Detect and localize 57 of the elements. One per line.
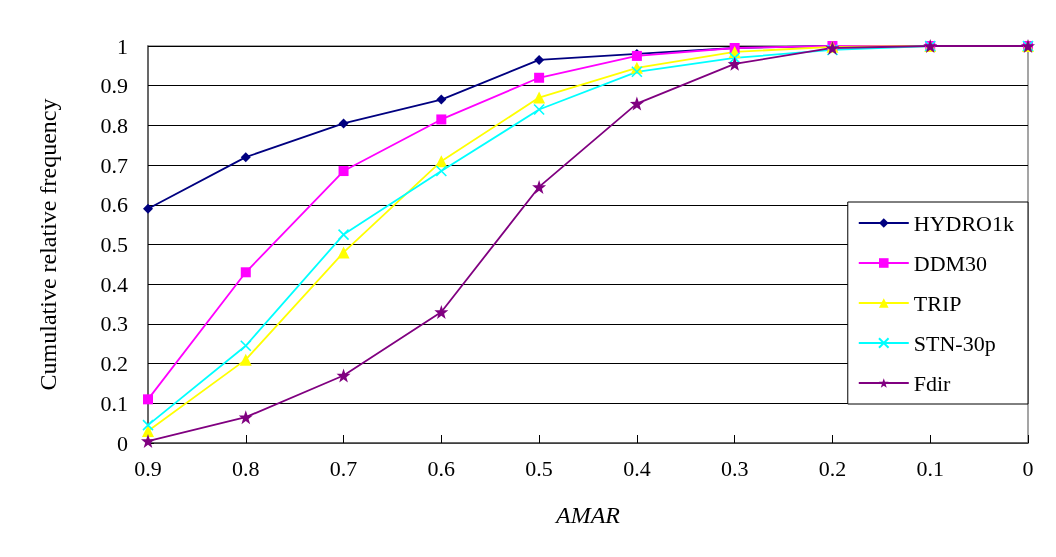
y-tick-label: 0 (117, 430, 128, 456)
point (239, 339, 252, 352)
point (629, 96, 644, 111)
point (141, 434, 155, 449)
point (142, 419, 154, 431)
y-tick-label: 0.3 (100, 311, 128, 337)
legend-label: TRIP (913, 290, 962, 316)
point (337, 228, 350, 241)
point (631, 66, 643, 78)
point (533, 91, 546, 104)
point (533, 103, 545, 116)
legend-label: HYDRO1k (913, 210, 1015, 236)
x-tick-label: 0.4 (623, 455, 651, 481)
point (336, 368, 351, 383)
y-tick-label: 0.2 (100, 351, 128, 377)
point (240, 267, 251, 278)
point (532, 179, 547, 194)
point (728, 52, 741, 64)
legend-label: Fdir (913, 370, 952, 396)
y-tick-label: 0.1 (100, 390, 128, 416)
point (727, 56, 742, 71)
x-tick-label: 0.3 (720, 455, 749, 481)
y-tick-label: 0.7 (100, 152, 128, 178)
x-tick-label: 0.2 (818, 455, 847, 481)
point (143, 394, 153, 405)
point (436, 114, 447, 125)
point (142, 425, 154, 438)
x-tick-label: 0.1 (916, 455, 944, 481)
point (435, 155, 448, 168)
y-tick-label: 0.4 (100, 271, 128, 297)
y-tick-label: 0.5 (100, 232, 128, 257)
y-tick-label: 0.6 (100, 192, 128, 218)
x-tick-label: 0.8 (232, 455, 260, 481)
point (338, 166, 349, 177)
point (534, 72, 545, 83)
point (534, 54, 545, 65)
legend-label: DDM30 (913, 250, 988, 276)
point (434, 304, 449, 319)
point (338, 118, 349, 129)
x-tick-label: 0.6 (427, 455, 456, 481)
y-axis-title: Cumulative relative frequency (35, 98, 61, 391)
y-tick-label: 0.9 (100, 73, 128, 99)
point (238, 410, 253, 425)
legend-label: STN-30p (913, 330, 996, 356)
x-axis-title: AMAR (554, 502, 621, 528)
x-tick-label: 0.7 (329, 455, 358, 481)
point (239, 353, 252, 366)
point (436, 94, 447, 105)
point (240, 152, 251, 163)
x-tick-label: 0 (1022, 455, 1034, 481)
point (143, 203, 153, 214)
y-tick-label: 0.8 (100, 112, 128, 138)
point (337, 246, 350, 259)
x-tick-label: 0.9 (134, 455, 162, 481)
point (435, 165, 448, 177)
y-tick-label: 1 (117, 33, 128, 59)
x-tick-label: 0.5 (525, 455, 553, 481)
